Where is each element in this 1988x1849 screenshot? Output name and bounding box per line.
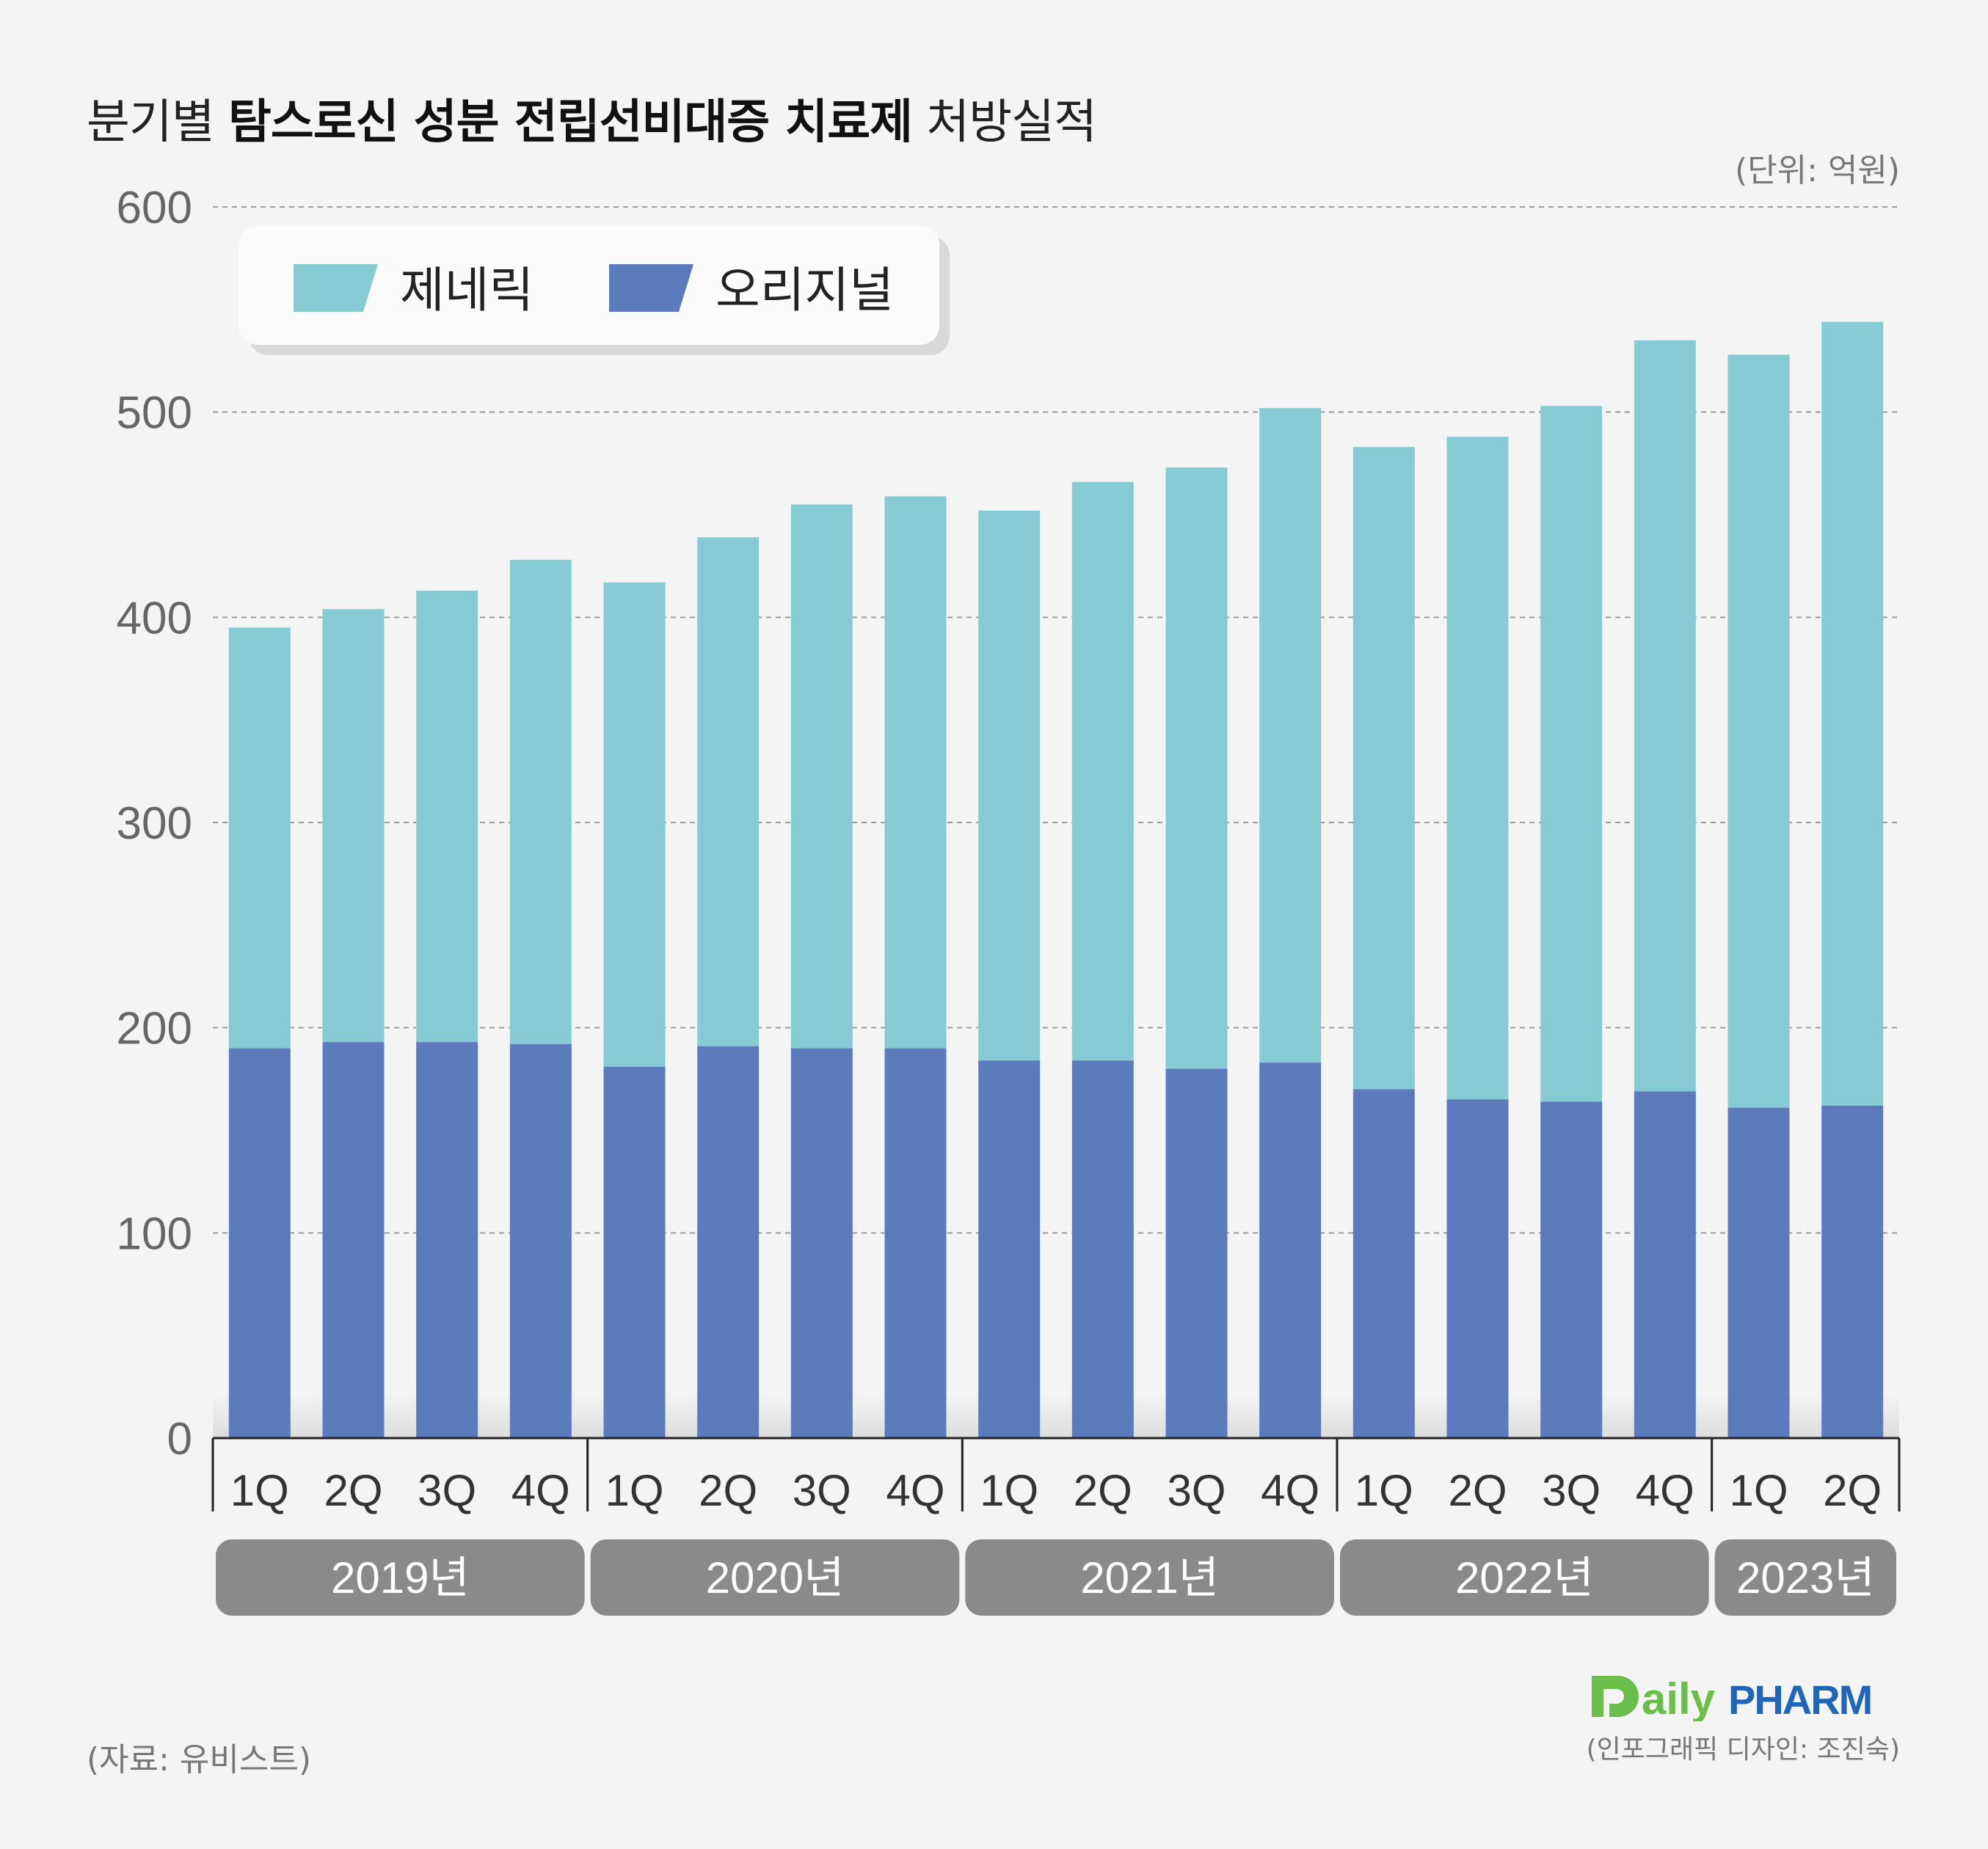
year-group-box — [590, 1539, 960, 1616]
bar-generic — [416, 590, 478, 1043]
x-tick-label: 1Q — [1729, 1466, 1788, 1515]
x-tick-label: 2Q — [1448, 1466, 1507, 1515]
title-main: 탐스로신 성분 전립선비대증 치료제 — [227, 95, 913, 150]
y-tick-label: 0 — [167, 1414, 192, 1465]
x-tick-label: 2Q — [324, 1466, 382, 1515]
bar-original — [228, 1048, 291, 1438]
bar-original — [509, 1044, 572, 1438]
bar-generic — [228, 627, 291, 1049]
bar-generic — [1727, 354, 1790, 1108]
logo-text-aily: aily — [1642, 1674, 1716, 1721]
x-tick-label: 1Q — [605, 1466, 663, 1515]
year-group-box — [965, 1539, 1334, 1616]
bar-original — [1821, 1105, 1884, 1438]
bar-generic — [1352, 447, 1415, 1090]
bar-original — [1352, 1089, 1415, 1438]
x-tick-label: 1Q — [1355, 1466, 1413, 1515]
y-tick-label: 500 — [117, 388, 192, 439]
chart-title: 분기별 탐스로신 성분 전립선비대증 치료제 처방실적 — [87, 84, 1097, 152]
year-group-label: 2020년 — [706, 1553, 845, 1602]
credit-label: (인포그래픽 디자인: 조진숙) — [1586, 1735, 1900, 1765]
y-tick-label: 600 — [117, 183, 192, 233]
bar-original — [1259, 1062, 1322, 1438]
bar-generic — [603, 582, 666, 1067]
year-group-label: 2022년 — [1455, 1553, 1594, 1602]
year-group-box — [1714, 1539, 1896, 1616]
bar-original — [884, 1048, 947, 1438]
legend-swatch — [294, 264, 378, 312]
x-tick-label: 3Q — [793, 1466, 851, 1515]
x-tick-label: 3Q — [1542, 1466, 1601, 1515]
year-group-box — [216, 1539, 585, 1616]
bar-original — [978, 1060, 1041, 1438]
bar-generic — [1259, 408, 1322, 1063]
bar-original — [697, 1046, 760, 1438]
bar-original — [1727, 1107, 1790, 1438]
dailypharm-logo: aily PHARM — [1592, 1674, 1873, 1721]
year-group-label: 2021년 — [1080, 1553, 1219, 1602]
bar-original — [1165, 1068, 1228, 1438]
bar-generic — [978, 510, 1041, 1061]
bar-original — [1634, 1091, 1696, 1438]
year-group-label: 2023년 — [1736, 1553, 1875, 1602]
x-tick-label: 2Q — [699, 1466, 757, 1515]
y-tick-label: 300 — [117, 798, 192, 849]
x-tick-label: 4Q — [1636, 1466, 1694, 1515]
source-label: (자료: 유비스트) — [87, 1741, 312, 1779]
unit-label: (단위: 억원) — [1734, 152, 1900, 189]
logo-d-mark — [1592, 1676, 1639, 1717]
x-tick-label: 3Q — [418, 1466, 476, 1515]
bar-original — [1540, 1101, 1603, 1438]
bar-generic — [697, 537, 760, 1046]
legend-swatch — [609, 264, 693, 312]
bar-generic — [1446, 437, 1509, 1100]
legend-label: 오리지널 — [716, 263, 894, 317]
title-suffix: 처방실적 — [926, 95, 1097, 150]
bar-generic — [884, 496, 947, 1049]
y-tick-label: 200 — [117, 1004, 192, 1054]
bar-original — [416, 1042, 478, 1438]
bar-generic — [1165, 467, 1228, 1069]
bar-generic — [1821, 321, 1884, 1106]
x-tick-label: 2Q — [1823, 1466, 1882, 1515]
bar-original — [1446, 1099, 1509, 1438]
x-tick-label: 1Q — [230, 1466, 289, 1515]
bar-generic — [322, 609, 385, 1043]
x-tick-label: 4Q — [1261, 1466, 1319, 1515]
logo-text-pharm: PHARM — [1728, 1677, 1871, 1721]
year-group-label: 2019년 — [331, 1553, 470, 1602]
bar-generic — [1634, 340, 1696, 1092]
title-prefix: 분기별 — [87, 95, 215, 150]
year-group-box — [1340, 1539, 1709, 1616]
bar-original — [603, 1066, 666, 1438]
stacked-bar-chart: 0 100 200 300 400 500 600 1Q 2Q 3Q 4Q 1Q 2Q 3Q 4Q 1Q 2Q 3… — [117, 183, 1901, 1616]
x-tick-label: 4Q — [886, 1466, 944, 1515]
bar-generic — [790, 504, 853, 1049]
x-tick-label: 3Q — [1167, 1466, 1226, 1515]
bar-original — [790, 1048, 853, 1438]
floor-shade — [213, 1394, 1899, 1438]
y-tick-label: 400 — [117, 593, 192, 643]
y-tick-label: 100 — [117, 1208, 192, 1259]
bar-original — [322, 1042, 385, 1438]
x-tick-label: 4Q — [511, 1466, 570, 1515]
bar-generic — [1071, 481, 1134, 1061]
legend-box — [239, 226, 939, 345]
bar-generic — [509, 560, 572, 1045]
legend-label: 제네릭 — [400, 263, 534, 317]
x-tick-label: 2Q — [1074, 1466, 1132, 1515]
bar-original — [1071, 1060, 1134, 1438]
x-tick-label: 1Q — [980, 1466, 1038, 1515]
bar-generic — [1540, 406, 1603, 1102]
